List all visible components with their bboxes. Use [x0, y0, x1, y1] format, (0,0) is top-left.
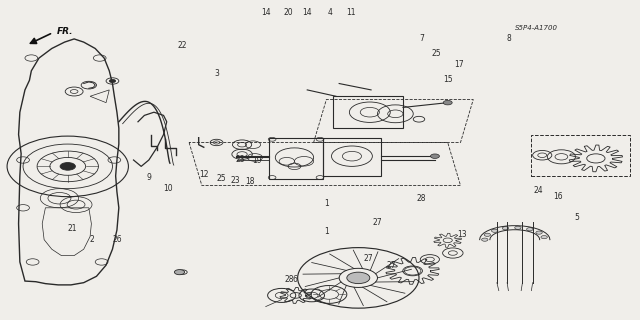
Circle shape: [60, 163, 76, 170]
Text: 1: 1: [324, 227, 329, 236]
Text: 18: 18: [245, 177, 255, 186]
Text: 27: 27: [363, 254, 372, 263]
Text: 23: 23: [236, 155, 245, 164]
Text: 9: 9: [147, 173, 151, 182]
Text: 22: 22: [178, 41, 188, 50]
Circle shape: [431, 154, 440, 158]
Circle shape: [109, 79, 116, 83]
Circle shape: [527, 228, 533, 231]
Text: 25: 25: [216, 174, 226, 183]
Circle shape: [492, 229, 498, 232]
Text: 21: 21: [67, 224, 77, 233]
Text: 2: 2: [89, 235, 93, 244]
Text: 7: 7: [420, 34, 424, 43]
Text: 25: 25: [431, 49, 441, 58]
Text: 12: 12: [199, 170, 209, 179]
Text: 1: 1: [324, 199, 329, 208]
Text: 6: 6: [292, 275, 297, 284]
Text: 11: 11: [346, 8, 355, 17]
Text: 19: 19: [253, 156, 262, 164]
Text: 20: 20: [284, 8, 293, 17]
Bar: [269, 138, 323, 179]
Bar: [531, 134, 630, 176]
Text: S5P4-A1700: S5P4-A1700: [515, 25, 558, 31]
Circle shape: [502, 227, 509, 230]
Text: 14: 14: [261, 8, 271, 17]
Text: 3: 3: [214, 69, 219, 78]
Text: 28: 28: [285, 275, 294, 284]
Text: 10: 10: [163, 184, 173, 193]
Bar: [323, 138, 381, 176]
Text: 4: 4: [327, 8, 332, 17]
Text: FR.: FR.: [57, 28, 74, 36]
Circle shape: [481, 238, 488, 241]
Circle shape: [174, 270, 184, 275]
Text: 28: 28: [416, 194, 426, 204]
Circle shape: [515, 226, 521, 229]
Text: 23: 23: [230, 176, 240, 185]
Circle shape: [444, 100, 452, 105]
Circle shape: [536, 231, 542, 234]
Text: 14: 14: [303, 8, 312, 17]
Text: 24: 24: [534, 186, 543, 195]
Text: 26: 26: [112, 235, 122, 244]
Text: 17: 17: [454, 60, 464, 69]
Text: 15: 15: [443, 75, 452, 84]
Text: 27: 27: [372, 218, 382, 227]
Circle shape: [484, 233, 490, 236]
Bar: [333, 96, 403, 128]
Text: 13: 13: [457, 230, 467, 239]
Text: 5: 5: [574, 213, 579, 222]
Text: 8: 8: [506, 34, 511, 43]
Circle shape: [541, 236, 547, 239]
Text: 27: 27: [387, 261, 396, 270]
Circle shape: [347, 272, 370, 284]
Text: 16: 16: [553, 192, 563, 201]
